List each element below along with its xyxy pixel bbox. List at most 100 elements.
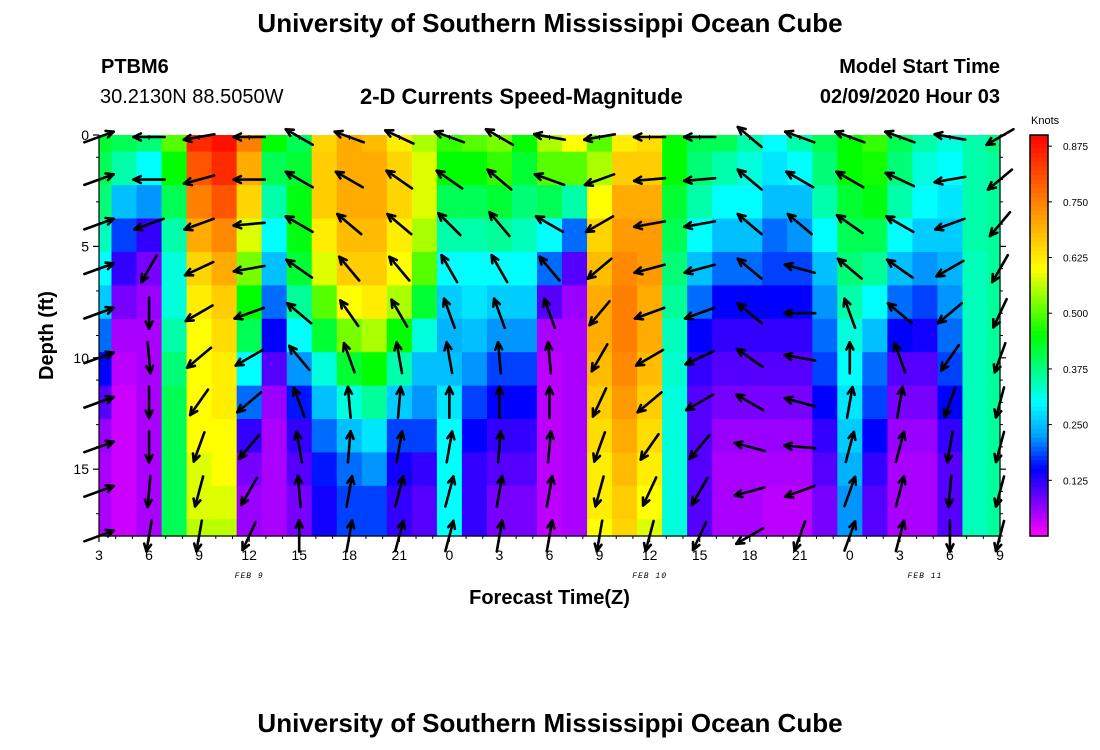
current-arrow [688,433,711,461]
current-arrow [337,255,361,282]
current-arrow [736,301,763,325]
current-arrow [495,474,506,509]
heat-cell [161,352,188,387]
current-arrow [842,297,857,330]
current-arrow [533,172,566,187]
heat-cell [161,285,188,320]
heat-cell [511,485,538,520]
y-tick-label: 15 [73,461,89,477]
colorbar-segment [1030,175,1048,181]
heat-cell [612,185,638,220]
heat-cell [912,185,939,220]
heat-cell [461,285,488,320]
current-arrow [491,297,507,330]
heat-cell [361,485,388,520]
heat-cell [912,385,939,420]
colorbar-segment [1030,531,1048,537]
heat-cell [737,135,763,153]
heat-cell [361,385,388,420]
colorbar-segment [1030,513,1048,519]
colorbar-segment [1030,233,1048,239]
heat-cell [762,218,788,253]
heat-cell [562,519,588,537]
heat-cell [261,452,288,487]
heat-cell [637,318,663,353]
heat-cell [887,185,914,220]
current-arrow [543,340,554,375]
heat-cell [161,151,188,186]
heat-cell [261,218,288,253]
current-arrow [944,474,955,509]
heat-cell [361,135,388,153]
heat-cell [712,352,738,387]
heat-cell [687,135,713,153]
colorbar-segment [1030,317,1048,323]
heat-cell [511,385,538,420]
heat-cell [962,485,989,520]
colorbar-segment [1030,282,1048,288]
colorbar-segment [1030,429,1048,435]
current-arrow [291,386,306,419]
x-tick-label: 3 [95,547,103,563]
colorbar-segment [1030,313,1048,319]
heat-cell [712,151,738,186]
colorbar-segment [1030,451,1048,457]
current-arrow [345,474,356,509]
current-arrow [240,476,259,507]
current-arrow [236,391,263,414]
current-arrow [183,217,215,232]
current-arrow [493,340,504,375]
heat-cell [161,419,188,454]
heat-cell [662,419,688,454]
heat-cell [211,352,238,387]
heat-cell [161,385,188,420]
colorbar-segment [1030,295,1048,301]
colorbar-segment [1030,201,1048,207]
heat-cell [562,185,588,220]
colorbar-tick-label: 0.375 [1063,365,1088,376]
heat-cell [712,485,738,520]
current-arrow [334,170,365,189]
colorbar-segment [1030,420,1048,426]
current-arrow [145,340,155,375]
colorbar-segment [1030,437,1048,444]
heat-cell [261,135,288,153]
current-arrow [140,253,159,284]
heat-cell [211,519,238,537]
current-arrow [886,301,914,325]
heat-cell [812,318,838,353]
colorbar-segment [1030,375,1048,381]
heat-cell [562,452,588,487]
colorbar-segment [1030,344,1048,350]
heat-cell [361,151,388,186]
heat-cell [712,185,738,220]
current-arrow [542,297,557,330]
heat-cell [99,151,113,186]
heat-cell [111,185,138,220]
current-arrow [733,486,767,499]
current-arrow [683,220,717,231]
colorbar-segment [1030,246,1048,252]
colorbar-segment [1030,339,1048,346]
current-arrow [885,258,914,279]
heat-cell [562,385,588,420]
colorbar-segment [1030,442,1048,448]
colorbar-segment [1030,188,1048,194]
colorbar-segment [1030,527,1048,533]
heat-cell [161,485,188,520]
heat-cell [962,185,989,220]
heat-cell [99,352,113,387]
colorbar-segment [1030,255,1048,261]
heat-cell [411,285,438,320]
colorbar-segment [1030,482,1048,488]
heat-cell [812,485,838,520]
current-arrow [182,174,216,187]
heat-cell [912,485,939,520]
current-arrow [843,475,858,508]
colorbar-segment [1030,509,1048,515]
colorbar-segment [1030,469,1048,475]
colorbar-frame [1029,134,1049,537]
current-arrow [845,340,855,375]
current-arrow [343,385,354,420]
current-arrow [936,301,964,325]
